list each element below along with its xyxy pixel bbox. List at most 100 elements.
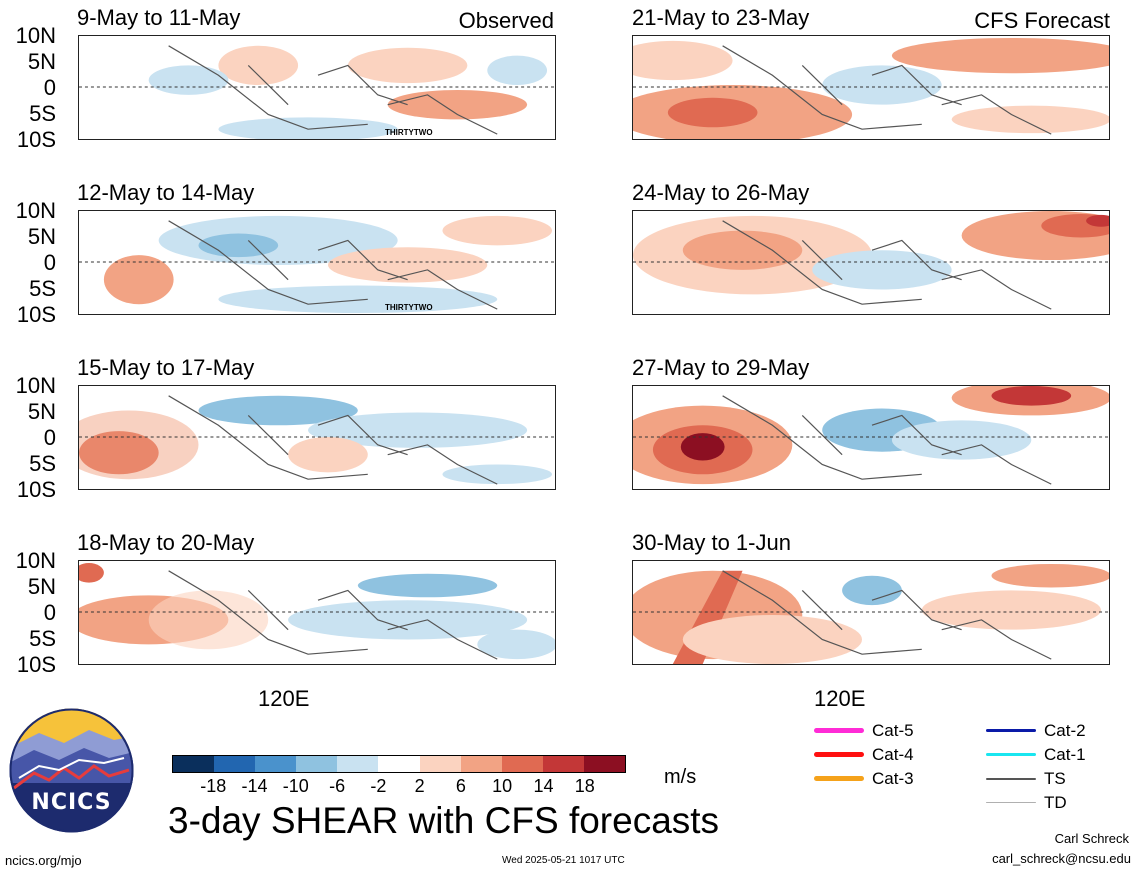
shear-map-panel-7 — [632, 385, 1110, 490]
shear-map-panel-8 — [632, 560, 1110, 665]
author-name: Carl Schreck — [1054, 831, 1129, 846]
shear-field — [79, 395, 555, 485]
legend-line-swatch — [986, 777, 1036, 780]
legend-item: TS — [986, 770, 1066, 787]
colorbar-swatch — [337, 756, 379, 772]
colorbar-tick-label: -14 — [241, 776, 268, 796]
shear-field — [633, 211, 1109, 310]
lat-label: 10S — [16, 302, 56, 327]
panel-title-6: 24-May to 26-May — [632, 180, 810, 205]
colorbar-swatch — [173, 756, 215, 772]
lat-label: 10N — [15, 373, 56, 398]
legend-item: TD — [986, 794, 1067, 811]
lat-label: 10S — [16, 127, 56, 152]
shear-field — [79, 215, 555, 314]
legend-label: Cat-5 — [872, 721, 914, 740]
lat-label: 5N — [27, 399, 56, 424]
legend-line-swatch — [986, 753, 1036, 756]
ncics-logo: NCICS — [9, 708, 134, 833]
panel-title-8: 30-May to 1-Jun — [632, 530, 791, 555]
shear-field — [633, 563, 1109, 664]
shear-map-panel-3 — [78, 385, 556, 490]
legend-line-swatch — [986, 802, 1036, 803]
lat-label: 5S — [29, 451, 56, 476]
colorbar-tick-label: -18 — [200, 776, 227, 796]
lat-label: 5S — [29, 276, 56, 301]
shear-field — [633, 37, 1109, 139]
shear-map-panel-2: THIRTYTWO — [78, 210, 556, 315]
legend-label: Cat-1 — [1044, 745, 1086, 764]
shear-field — [79, 562, 555, 660]
legend-item: Cat-2 — [986, 722, 1086, 739]
units-label: m/s — [664, 766, 697, 788]
panel-title-3: 15-May to 17-May — [77, 355, 255, 380]
legend-label: TD — [1044, 793, 1067, 812]
legend-label: Cat-4 — [872, 745, 914, 764]
timestamp: Wed 2025-05-21 1017 UTC — [502, 855, 625, 866]
lat-label: 0 — [43, 250, 56, 275]
main-title: 3-day SHEAR with CFS forecasts — [168, 800, 720, 841]
colorbar-tick-label: 6 — [455, 776, 466, 796]
lon-label-right: 120E — [814, 686, 866, 711]
colorbar-tick-label: 2 — [414, 776, 425, 796]
lat-label: 5S — [29, 101, 56, 126]
colorbar-tick-label: -10 — [282, 776, 309, 796]
colorbar-swatch — [583, 756, 626, 772]
lat-label: 0 — [43, 600, 56, 625]
legend-label: Cat-3 — [872, 769, 914, 788]
lat-label: 0 — [43, 75, 56, 100]
shear-field — [633, 386, 1109, 485]
lat-label: 10S — [16, 477, 56, 502]
shear-map-panel-5 — [632, 35, 1110, 140]
colorbar-swatch — [296, 756, 338, 772]
legend-item: Cat-1 — [986, 746, 1086, 763]
storm-label: THIRTYTWO — [385, 303, 433, 312]
colorbar-swatch — [542, 756, 584, 772]
panel-title-5: 21-May to 23-May — [632, 5, 810, 30]
storm-label: THIRTYTWO — [385, 128, 433, 137]
colorbar-swatch — [214, 756, 256, 772]
colorbar-tick-label: 14 — [533, 776, 554, 796]
author-email: carl_schreck@ncsu.edu — [992, 851, 1131, 866]
legend-line-swatch — [814, 752, 864, 757]
lat-label: 5S — [29, 626, 56, 651]
panel-tag-observed: Observed — [458, 8, 554, 33]
panel-title-1: 9-May to 11-May — [77, 5, 241, 30]
shear-map-panel-1: THIRTYTWO — [78, 35, 556, 140]
lon-label-left: 120E — [258, 686, 310, 711]
lat-label: 10N — [15, 548, 56, 573]
legend-item: Cat-5 — [814, 722, 914, 739]
lat-label: 10S — [16, 652, 56, 677]
colorbar-swatch — [460, 756, 502, 772]
logo-text: NCICS — [31, 790, 112, 815]
colorbar-swatch — [501, 756, 543, 772]
lat-label: 5N — [27, 574, 56, 599]
legend-line-swatch — [814, 728, 864, 733]
panel-title-7: 27-May to 29-May — [632, 355, 810, 380]
colorbar-tick-label: 10 — [492, 776, 513, 796]
lat-label: 10N — [15, 23, 56, 48]
legend-line-swatch — [986, 729, 1036, 732]
lat-label: 10N — [15, 198, 56, 223]
legend-item: Cat-4 — [814, 746, 914, 763]
shear-map-panel-4 — [78, 560, 556, 665]
lat-label: 5N — [27, 224, 56, 249]
colorbar — [172, 755, 626, 773]
lat-label: 5N — [27, 49, 56, 74]
colorbar-swatch — [419, 756, 461, 772]
panel-tag-forecast: CFS Forecast — [974, 8, 1110, 33]
colorbar-swatch — [378, 756, 420, 772]
panel-title-2: 12-May to 14-May — [77, 180, 255, 205]
colorbar-tick-label: -2 — [370, 776, 387, 796]
colorbar-swatch — [255, 756, 297, 772]
shear-field — [79, 45, 555, 139]
colorbar-tick-label: -6 — [329, 776, 346, 796]
legend-label: Cat-2 — [1044, 721, 1086, 740]
panel-title-4: 18-May to 20-May — [77, 530, 255, 555]
legend-label: TS — [1044, 769, 1066, 788]
legend-item: Cat-3 — [814, 770, 914, 787]
website-url: ncics.org/mjo — [5, 853, 82, 868]
legend-line-swatch — [814, 776, 864, 781]
colorbar-tick-label: 18 — [574, 776, 595, 796]
shear-map-panel-6 — [632, 210, 1110, 315]
